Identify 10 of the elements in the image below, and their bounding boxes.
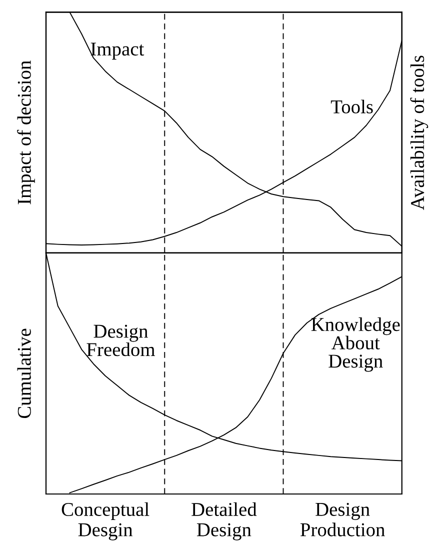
x-tick-label: Conceptual Desgin bbox=[62, 502, 150, 540]
y-axis-title: Impact of decision bbox=[17, 60, 35, 204]
series-label: Knowledge About Design bbox=[311, 317, 400, 372]
series-label: Design Freedom bbox=[86, 324, 155, 356]
series-label: Tools bbox=[330, 100, 373, 114]
series-label: Impact bbox=[90, 42, 144, 60]
x-tick-label: Detailed Design bbox=[192, 502, 257, 540]
y2-axis-title: Availability of tools bbox=[410, 56, 428, 210]
y-axis-title: Cumulative bbox=[17, 328, 31, 418]
x-tick-label: Design Production bbox=[300, 502, 385, 536]
